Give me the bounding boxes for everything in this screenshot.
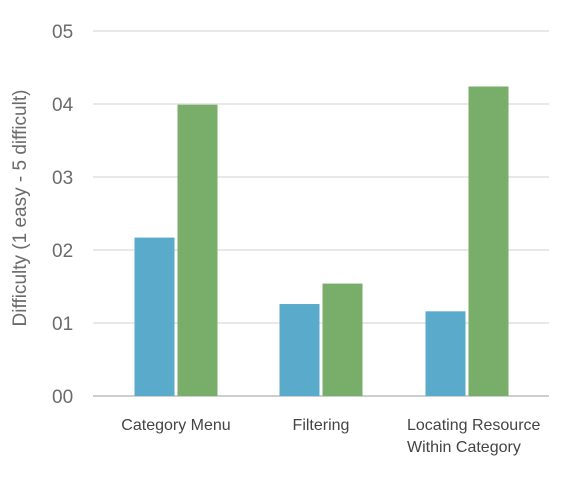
y-tick-label: 01 <box>52 314 73 335</box>
x-category-label: Filtering <box>293 417 350 434</box>
bar-series-1 <box>134 237 175 396</box>
y-tick-label: 02 <box>52 241 73 262</box>
x-category-label: Locating Resource Within Category <box>407 417 541 456</box>
y-axis-label: Difficulty (1 easy - 5 difficult) <box>10 90 31 327</box>
y-tick-label: 04 <box>52 95 74 116</box>
bar-series-1 <box>279 304 320 396</box>
y-tick-label: 03 <box>52 168 73 189</box>
x-category-label-line: Category Menu <box>121 417 230 434</box>
y-tick-label: 00 <box>52 387 73 408</box>
bar-series-2 <box>177 104 218 396</box>
x-category-label-line: Filtering <box>293 417 350 434</box>
bar-series-1 <box>425 311 466 396</box>
x-category-label-line: Locating Resource <box>407 417 541 434</box>
y-tick-label: 05 <box>52 22 73 43</box>
bar-series-2 <box>322 283 363 396</box>
bar-series-2 <box>468 86 509 396</box>
y-axis-ticks: 00 01 02 03 04 05 <box>52 22 74 408</box>
x-category-label-line: Within Category <box>407 439 521 456</box>
x-category-label: Category Menu <box>121 417 230 434</box>
x-axis-categories: Category Menu Filtering Locating Resource W… <box>121 417 540 456</box>
bars <box>134 86 509 396</box>
